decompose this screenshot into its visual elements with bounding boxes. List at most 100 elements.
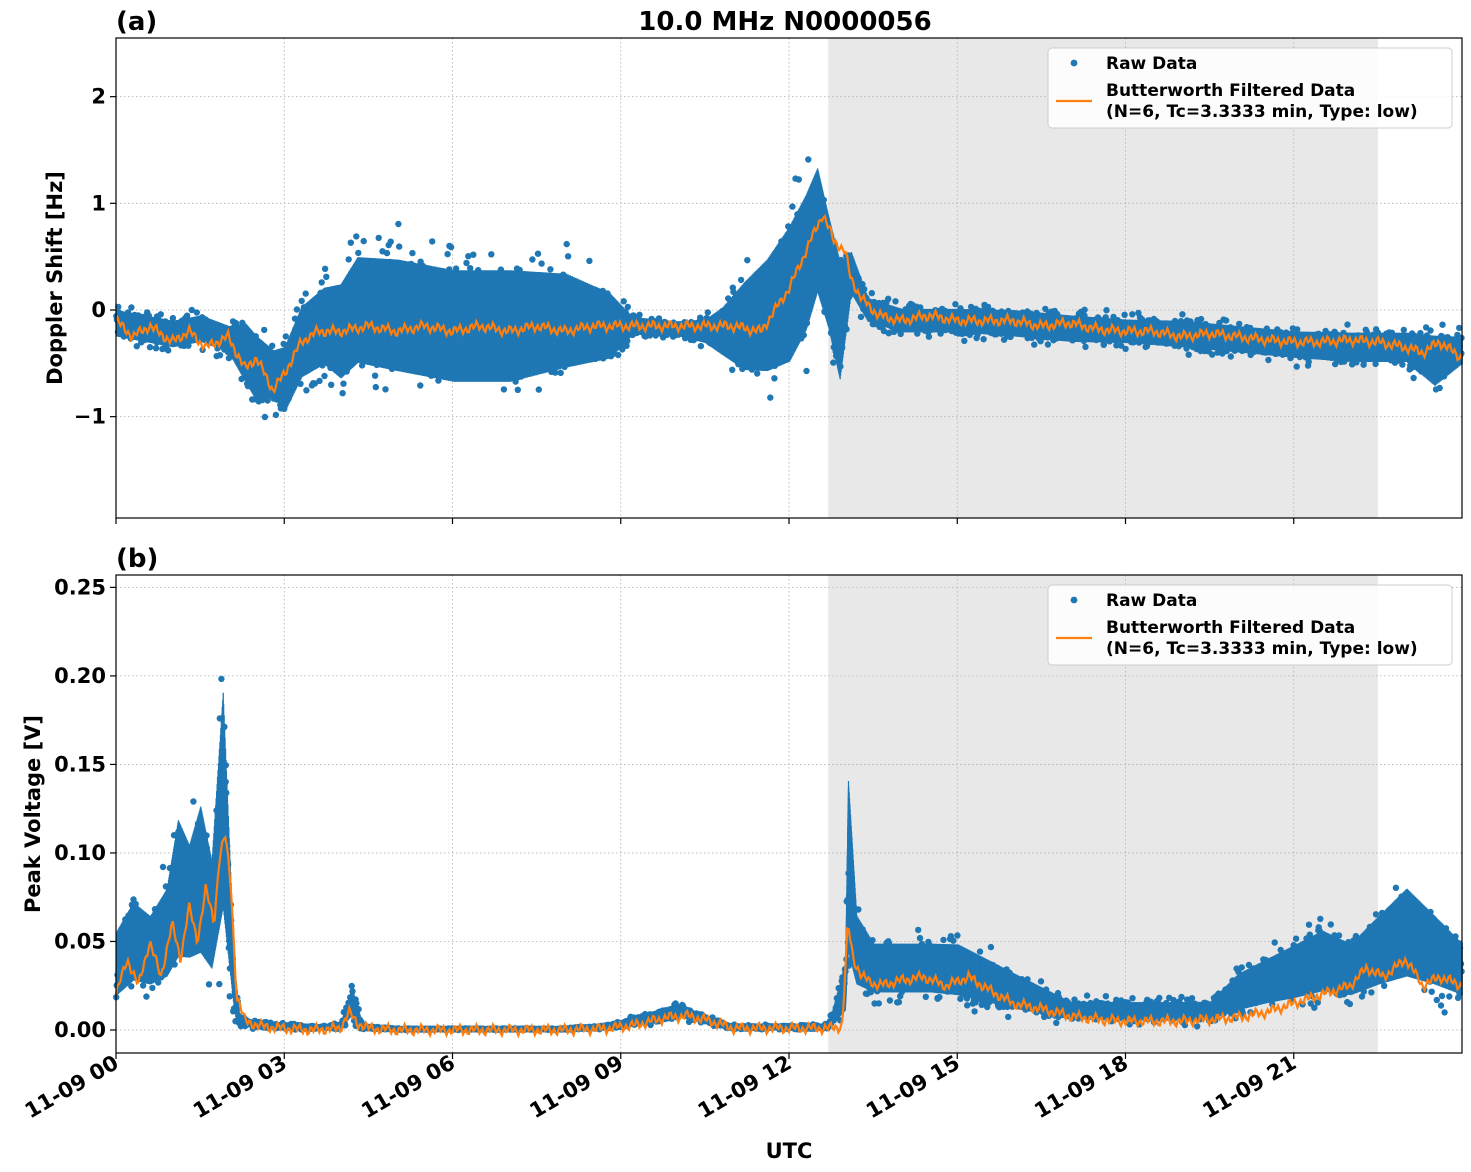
raw-data-point [535, 386, 542, 393]
raw-data-point [303, 387, 310, 394]
raw-data-point [754, 370, 761, 377]
raw-data-point [771, 375, 778, 382]
raw-data-point [355, 249, 362, 257]
raw-data-point [261, 413, 269, 421]
raw-data-point [298, 297, 305, 305]
raw-data-point [146, 344, 154, 351]
raw-data-point [1129, 311, 1136, 318]
raw-data-point [868, 289, 875, 297]
raw-data-point [282, 333, 289, 340]
raw-data-point [372, 383, 379, 391]
raw-data-point [190, 798, 197, 805]
raw-data-point [272, 411, 280, 419]
raw-data-point [529, 256, 536, 263]
raw-data-point [188, 306, 195, 314]
raw-data-point [463, 259, 470, 267]
raw-data-point [830, 359, 837, 366]
raw-data-point [563, 240, 570, 248]
raw-data-point [1400, 326, 1408, 334]
raw-data-point [1103, 307, 1110, 314]
raw-data-point [371, 372, 379, 379]
raw-data-point [139, 982, 147, 989]
raw-data-point [729, 366, 736, 373]
raw-data-point [547, 266, 554, 273]
raw-data-point [345, 256, 352, 263]
raw-data-point [409, 249, 416, 257]
raw-data-point [795, 176, 802, 183]
raw-data-point [269, 342, 276, 349]
raw-data-point [1436, 384, 1443, 392]
raw-data-point [321, 372, 328, 380]
raw-data-point [465, 253, 472, 260]
raw-data-point [1439, 321, 1446, 328]
raw-data-point [1293, 363, 1300, 370]
raw-data-point [1122, 345, 1129, 353]
raw-data-point [347, 239, 354, 246]
raw-data-point [205, 981, 213, 988]
raw-data-point [1265, 356, 1272, 364]
raw-data-point [157, 311, 164, 318]
raw-data-point [302, 290, 309, 297]
raw-data-point [128, 304, 135, 311]
raw-data-point [452, 265, 460, 272]
raw-data-point [534, 250, 542, 257]
raw-data-point [620, 298, 627, 305]
raw-data-point [1031, 341, 1038, 348]
raw-data-point [564, 253, 572, 260]
raw-data-point [514, 386, 521, 393]
raw-data-point [1044, 341, 1052, 348]
raw-data-point [328, 381, 335, 388]
raw-data-point [183, 312, 191, 319]
raw-data-point [1344, 321, 1351, 328]
raw-data-point [340, 380, 347, 387]
raw-data-point [218, 675, 225, 683]
raw-data-point [152, 345, 160, 352]
raw-data-point [925, 333, 933, 340]
figure-title: 10.0 MHz N0000056 [638, 7, 931, 37]
raw-data-point [360, 237, 367, 245]
raw-data-point [417, 382, 424, 389]
raw-data-point [149, 984, 156, 992]
raw-data-point [467, 265, 474, 272]
raw-data-point [538, 260, 545, 267]
y-tick-label: −1 [74, 405, 106, 429]
raw-data-point [444, 250, 451, 258]
raw-data-point [169, 314, 177, 322]
panel-a-legend-filtered-params: (N=6, Tc=3.3333 min, Type: low) [1106, 102, 1418, 122]
raw-data-point [165, 347, 172, 354]
panel-a-legend-raw-label: Raw Data [1106, 54, 1197, 74]
raw-data-point [624, 303, 631, 311]
panel-b-voltage: 0.000.050.100.150.200.25 11-09 00 11-09 0… [21, 544, 1465, 1123]
raw-data-point [952, 301, 959, 308]
raw-data-point [615, 351, 622, 359]
raw-data-point [980, 336, 987, 343]
raw-data-point [470, 251, 477, 258]
raw-data-point [885, 295, 892, 302]
raw-data-point [805, 156, 812, 163]
raw-data-point [1227, 353, 1235, 360]
raw-data-point [316, 377, 323, 385]
raw-data-point [1121, 311, 1128, 318]
raw-data-point [396, 243, 403, 250]
raw-data-point [744, 257, 751, 264]
panel-a-x-ticks [115, 518, 1295, 524]
raw-data-point [1179, 311, 1186, 318]
raw-data-point [159, 863, 167, 871]
raw-data-point [500, 386, 508, 393]
raw-data-point [1222, 317, 1230, 324]
raw-data-point [429, 238, 436, 245]
raw-data-point [789, 203, 796, 210]
raw-data-point [382, 386, 389, 393]
raw-data-point [353, 233, 360, 240]
raw-data-point [261, 326, 268, 334]
raw-data-point [857, 313, 865, 321]
raw-data-point [767, 394, 774, 401]
raw-data-point [1197, 315, 1205, 323]
raw-data-point [216, 352, 224, 359]
raw-data-point [323, 273, 330, 280]
panel-a-legend-filtered-label: Butterworth Filtered Data [1106, 81, 1355, 101]
raw-data-point [636, 311, 643, 318]
